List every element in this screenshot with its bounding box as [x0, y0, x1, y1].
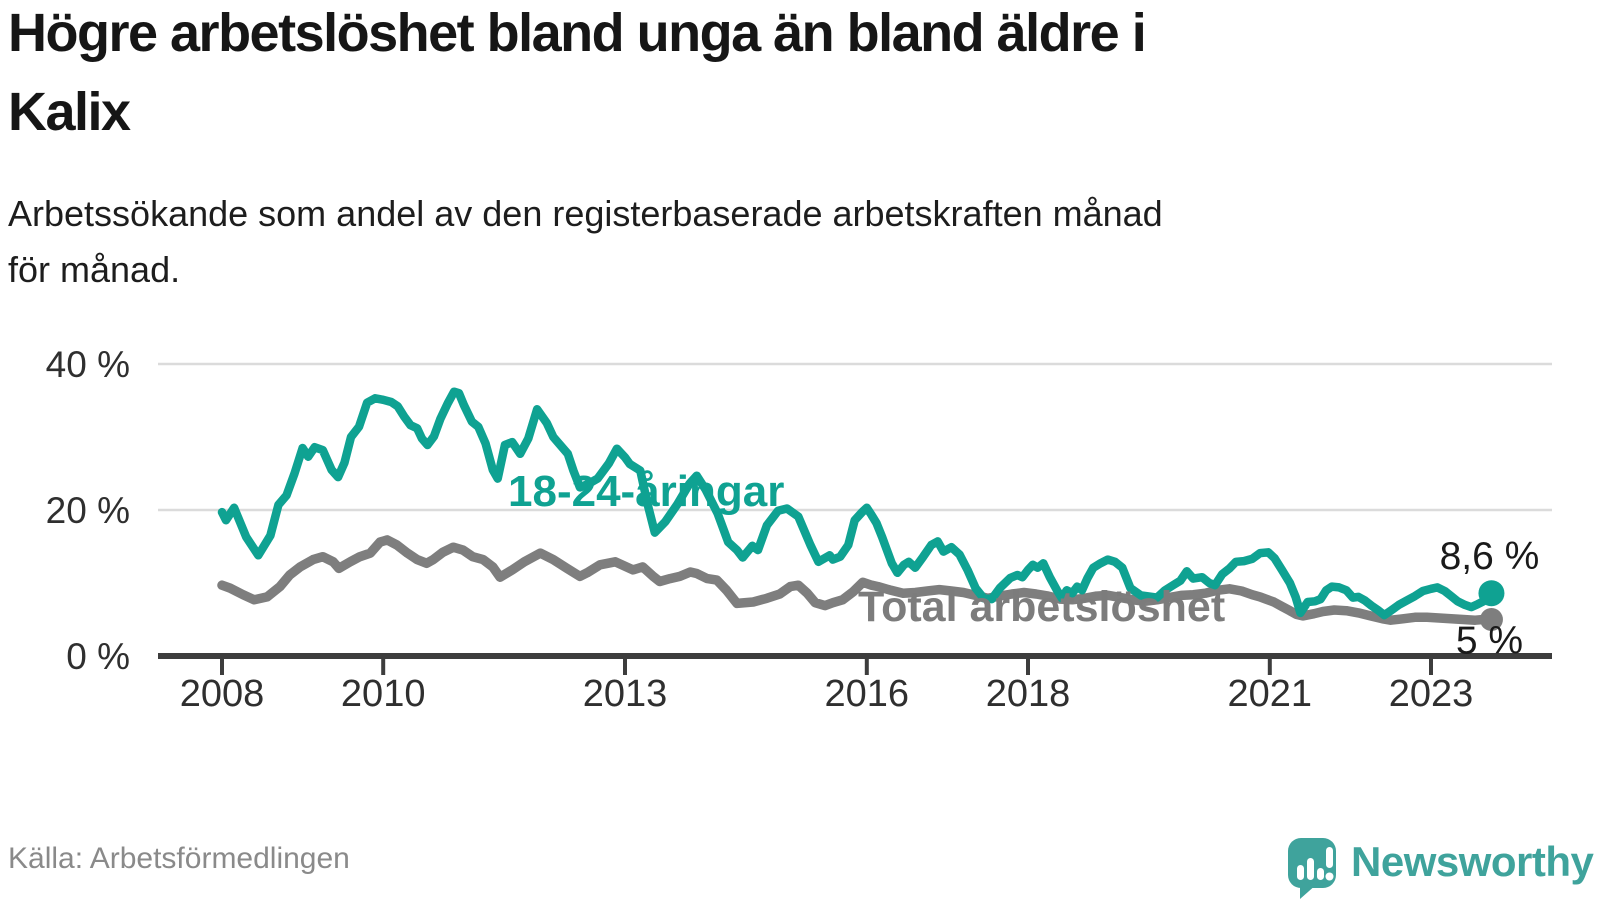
end-value-label-total: 5 % — [1456, 620, 1523, 663]
series-label-youth: 18-24-åringar — [508, 467, 784, 516]
y-tick-label: 0 % — [66, 636, 130, 677]
page-title-line-2: Kalix — [8, 82, 131, 142]
page-subtitle: Arbetssökande som andel av den registerb… — [8, 186, 1548, 298]
series-label-total: Total arbetslöshet — [858, 583, 1225, 631]
y-tick-label: 20 % — [46, 490, 130, 531]
page-subtitle-line-2: för månad. — [8, 249, 181, 290]
x-tick-label: 2023 — [1389, 673, 1474, 715]
series-line-total — [217, 535, 1497, 625]
x-tick-label: 2010 — [341, 673, 426, 715]
y-tick-label: 40 % — [46, 344, 130, 385]
newsworthy-logo: Newsworthy — [1286, 836, 1594, 900]
end-value-label-youth: 8,6 % — [1440, 535, 1540, 578]
series-line-youth — [217, 387, 1496, 620]
newsworthy-logo-text: Newsworthy — [1351, 838, 1594, 885]
newsworthy-bubble-icon — [1288, 838, 1336, 899]
x-tick-label: 2021 — [1228, 673, 1313, 715]
page-title-line-1: Högre arbetslöshet bland unga än bland ä… — [8, 3, 1147, 63]
series-end-dot-youth — [1478, 580, 1505, 607]
page-title: Högre arbetslöshet bland unga än bland ä… — [8, 0, 1468, 152]
x-tick-label: 2016 — [825, 673, 910, 715]
page-subtitle-line-1: Arbetssökande som andel av den registerb… — [8, 193, 1163, 234]
x-tick-label: 2008 — [180, 673, 265, 715]
source-note: Källa: Arbetsförmedlingen — [8, 842, 350, 875]
series-end-dot-total — [1479, 608, 1503, 631]
x-tick-label: 2018 — [986, 673, 1071, 715]
x-tick-label: 2013 — [583, 673, 668, 715]
